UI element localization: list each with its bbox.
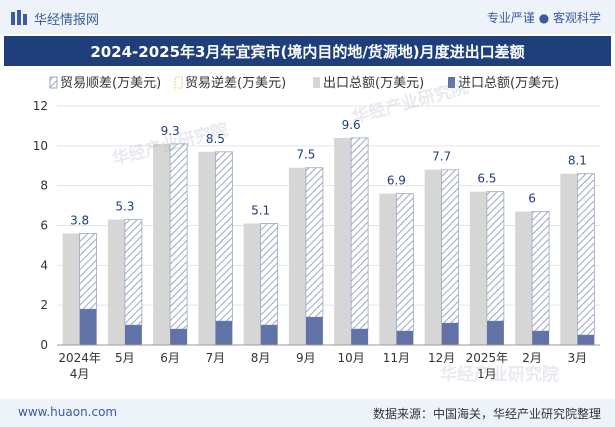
import-bar xyxy=(532,331,550,345)
brand-logo-icon xyxy=(11,10,27,25)
surplus-bar xyxy=(214,151,233,322)
data-label: 8.1 xyxy=(568,154,587,168)
export-bar xyxy=(334,137,352,345)
grid xyxy=(57,105,600,346)
footer: www.huaon.com 数据来源：中国海关，华经产业研究院整理 xyxy=(0,399,615,427)
surplus-bar xyxy=(531,211,550,332)
export-bar xyxy=(198,151,216,345)
legend-swatch-0 xyxy=(49,76,58,89)
data-label: 6.5 xyxy=(477,172,496,186)
data-label: 9.6 xyxy=(342,118,361,132)
legend-swatch-2 xyxy=(313,77,320,88)
surplus-bar xyxy=(79,233,98,310)
footer-website: www.huaon.com xyxy=(18,405,118,419)
legend-label-3: 进口总额(万美元) xyxy=(458,76,559,91)
surplus-bar xyxy=(576,173,595,336)
import-bar xyxy=(79,309,97,345)
x-tick-label: 2024年 xyxy=(58,351,101,365)
bars xyxy=(62,137,595,345)
y-tick-label: 10 xyxy=(33,139,48,153)
y-axis: 0 2 4 6 8 10 12 xyxy=(33,99,48,352)
import-bar xyxy=(577,335,595,345)
data-label: 7.7 xyxy=(432,150,451,164)
export-bar xyxy=(469,191,487,345)
x-axis: 2024年 4月 5月 6月 7月 8月 9月 10月 11月 12月 2025年 1月 2月 3月 xyxy=(57,344,600,381)
x-tick-label: 6月 xyxy=(160,351,180,365)
data-label: 9.3 xyxy=(161,124,180,138)
x-tick-label: 10月 xyxy=(337,351,364,365)
export-bar xyxy=(560,173,578,345)
import-bar xyxy=(396,331,414,345)
x-tick-label: 11月 xyxy=(383,351,410,365)
data-label: 7.5 xyxy=(296,148,315,162)
import-bar xyxy=(305,317,323,345)
surplus-bar xyxy=(260,223,279,326)
export-bar xyxy=(288,167,306,345)
y-tick-label: 4 xyxy=(40,258,48,272)
x-tick-label: 9月 xyxy=(296,351,316,365)
data-label: 6 xyxy=(528,192,536,206)
chart-canvas: 贸易顺差(万美元) 贸易逆差(万美元) 出口总额(万美元) 进口总额(万美元) 3.8… xyxy=(33,75,600,381)
x-tick-label: 3月 xyxy=(568,351,588,365)
top-bar: 华经情报网 专业严谨 ● 客观科学 xyxy=(0,0,615,34)
data-label: 5.3 xyxy=(115,200,134,214)
export-bar xyxy=(153,143,171,345)
data-label: 6.9 xyxy=(387,174,406,188)
x-tick-label: 12月 xyxy=(428,351,455,365)
surplus-bar xyxy=(395,193,414,332)
surplus-bar xyxy=(441,169,460,324)
import-bar xyxy=(260,325,278,345)
footer-source: 数据来源：中国海关，华经产业研究院整理 xyxy=(372,407,601,421)
y-tick-label: 6 xyxy=(40,219,48,233)
export-bar xyxy=(243,223,261,345)
x-tick-label: 2025年 xyxy=(466,351,509,365)
import-bar xyxy=(124,325,142,345)
brand-name: 华经情报网 xyxy=(34,12,100,28)
import-bar xyxy=(215,321,233,345)
export-bar xyxy=(424,169,442,345)
surplus-bar xyxy=(169,143,188,330)
data-label: 5.1 xyxy=(251,204,270,218)
surplus-bar xyxy=(305,167,324,318)
surplus-bar xyxy=(486,191,505,322)
y-tick-label: 0 xyxy=(40,338,48,352)
legend-label-0: 贸易顺差(万美元) xyxy=(60,76,161,91)
x-tick-label: 2月 xyxy=(522,351,542,365)
data-labels: 3.8 5.3 9.3 8.5 5.1 7.5 9.6 6.9 7.7 6.5 6 8.1 xyxy=(70,118,587,228)
data-label: 8.5 xyxy=(206,132,225,146)
y-tick-label: 12 xyxy=(33,99,48,113)
export-bar xyxy=(379,193,397,345)
import-bar xyxy=(351,329,369,345)
y-tick-label: 8 xyxy=(40,179,48,193)
export-bar xyxy=(107,219,125,345)
surplus-bar xyxy=(124,219,143,326)
x-tick-label: 4月 xyxy=(70,367,90,381)
surplus-bar xyxy=(350,137,369,330)
x-tick-label: 1月 xyxy=(477,367,497,381)
legend-label-2: 出口总额(万美元) xyxy=(323,76,424,91)
chart-title: 2024-2025年3月年宜宾市(境内目的地/货源地)月度进出口差额 xyxy=(4,36,611,66)
legend: 贸易顺差(万美元) 贸易逆差(万美元) 出口总额(万美元) 进口总额(万美元) xyxy=(49,75,559,91)
export-bar xyxy=(62,233,80,345)
legend-label-1: 贸易逆差(万美元) xyxy=(185,75,286,91)
x-tick-label: 7月 xyxy=(206,351,226,365)
x-tick-label: 5月 xyxy=(115,351,135,365)
brand: 华经情报网 xyxy=(10,8,99,28)
import-bar xyxy=(486,321,504,345)
export-bar xyxy=(515,211,533,345)
import-bar xyxy=(170,329,188,345)
x-tick-label: 8月 xyxy=(251,351,271,365)
legend-swatch-1 xyxy=(174,76,183,89)
tagline: 专业严谨 ● 客观科学 xyxy=(486,11,601,25)
legend-swatch-3 xyxy=(448,77,455,88)
data-label: 3.8 xyxy=(70,213,89,227)
y-tick-label: 2 xyxy=(40,298,48,312)
import-bar xyxy=(441,323,459,345)
